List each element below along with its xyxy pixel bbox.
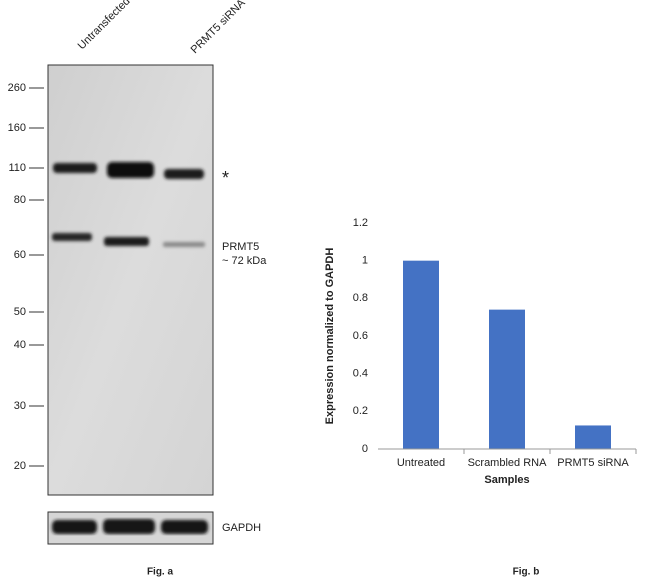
bar [575,425,611,449]
y-tick-label: 0 [362,443,368,455]
band-label: PRMT5 [222,241,259,253]
band [104,237,149,246]
marker-label: 30 [14,400,26,412]
y-tick-label: 1 [362,255,368,267]
x-tick-label: Untreated [397,457,445,469]
y-tick-label: 1.2 [353,217,368,229]
marker-label: 50 [14,306,26,318]
bar [403,260,439,449]
bar [489,309,525,449]
band [52,520,97,534]
marker-label: 60 [14,249,26,261]
y-tick-label: 0.4 [353,368,368,380]
asterisk: * [222,168,229,188]
y-axis-label: Expression normalized to GAPDH [324,248,336,425]
gapdh-bands [52,519,208,534]
band-size: ~ 72 kDa [222,255,267,267]
marker-label: 160 [8,122,26,134]
marker-label: 20 [14,460,26,472]
x-axis-label: Samples [484,474,529,486]
marker-label: 40 [14,339,26,351]
caption: Fig. b [513,567,540,578]
band [164,169,204,179]
lane-label: Untransfected [76,0,133,52]
lane-label: PRMT5 siRNA [189,0,249,56]
band [107,162,154,178]
band [53,163,97,173]
band [161,520,208,534]
y-tick-label: 0.2 [353,405,368,417]
x-tick-label: Scrambled RNA [468,457,548,469]
marker-label: 260 [8,82,26,94]
x-tick-label: PRMT5 siRNA [557,457,629,469]
marker-label: 80 [14,194,26,206]
blot-membrane [47,64,214,496]
band [163,242,205,247]
marker-label: 110 [8,162,26,174]
band [52,233,92,241]
caption: Fig. a [147,567,174,578]
y-tick-label: 0.8 [353,292,368,304]
bands [52,162,205,247]
band [103,519,155,534]
loading-control: GAPDH [222,522,261,534]
y-tick-label: 0.6 [353,330,368,342]
